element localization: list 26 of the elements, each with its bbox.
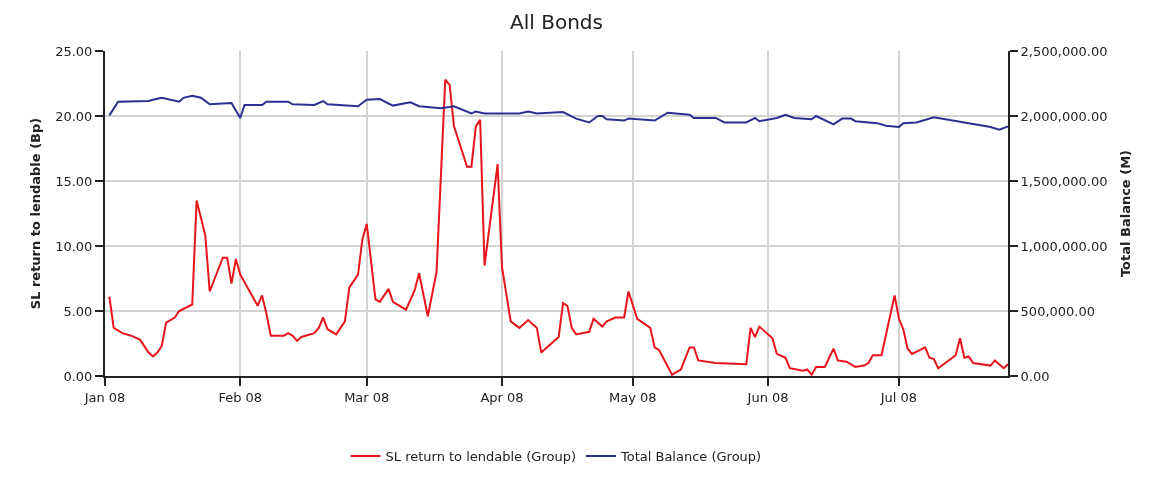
y2-axis-title: Total Balance (M) <box>1117 149 1133 278</box>
x-tick-label: Jul 08 <box>879 389 918 405</box>
y-tick-label: 5.00 <box>63 303 93 319</box>
y2-tick-label: 500,000.00 <box>1020 303 1096 319</box>
x-tick-label: Apr 08 <box>480 389 524 405</box>
chart-title: All Bonds <box>510 9 603 34</box>
y-tick-label: 15.00 <box>55 173 93 189</box>
x-tick-label: Jan 08 <box>83 389 126 405</box>
x-tick-label: Mar 08 <box>344 389 390 405</box>
x-tick-label: May 08 <box>609 389 657 405</box>
y2-tick-label: 1,000,000.00 <box>1020 238 1108 254</box>
line-series <box>108 94 1008 131</box>
x-tick-label: Feb 08 <box>218 389 263 405</box>
y2-tick-label: 0.00 <box>1020 368 1050 384</box>
legend-label: Total Balance (Group) <box>619 449 762 465</box>
y2-tick-label: 2,000,000.00 <box>1020 108 1108 124</box>
y-tick-label: 10.00 <box>55 238 93 254</box>
y2-tick-label: 1,500,000.00 <box>1020 173 1108 189</box>
y-axis-title: SL return to lendable (Bp) <box>27 117 43 310</box>
legend-label: SL return to lendable (Group) <box>385 449 576 465</box>
y2-tick-label: 2,500,000.00 <box>1020 43 1108 59</box>
x-tick-label: Jun 08 <box>746 389 789 405</box>
line-series <box>108 78 1008 376</box>
y-tick-label: 20.00 <box>55 108 93 124</box>
y-tick-label: 25.00 <box>55 43 93 59</box>
y-tick-label: 0.00 <box>63 368 93 384</box>
